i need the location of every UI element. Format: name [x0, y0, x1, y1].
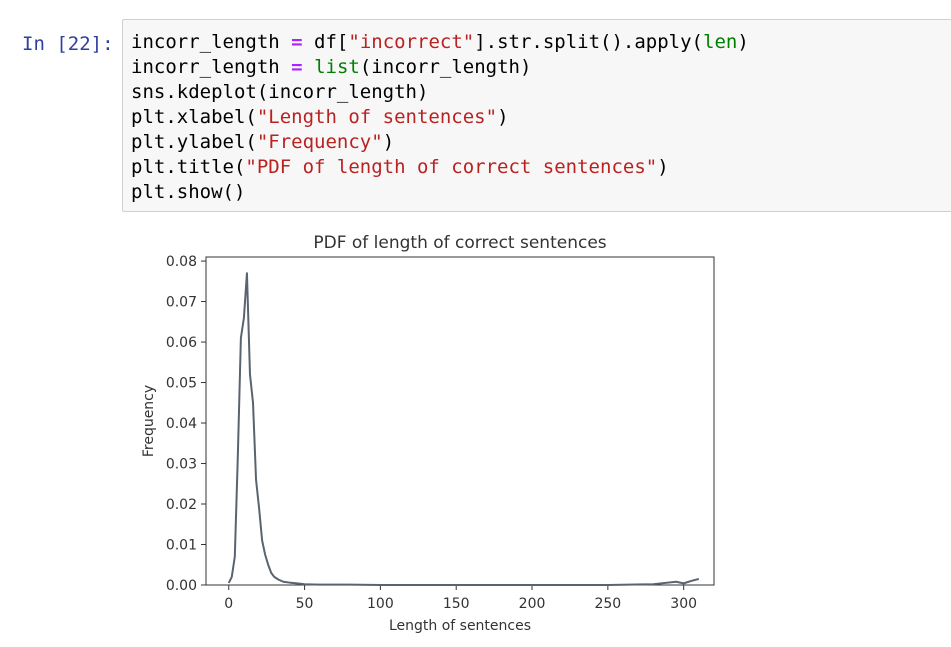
x-tick-label: 200	[519, 596, 546, 612]
y-tick-label: 0.07	[166, 295, 197, 311]
code-token: =	[291, 31, 303, 53]
code-token: ].str.split().apply(	[474, 31, 703, 53]
code-token: sns.kdeplot(incorr_length)	[131, 81, 429, 103]
y-axis: 0.00 0.01 0.02 0.03 0.04 0.05 0.06 0.07 0.08	[166, 254, 206, 594]
x-axis: 0 50 100 150 200 250 300	[224, 585, 697, 612]
code-token: =	[291, 56, 303, 78]
plot-frame	[205, 256, 715, 586]
code-cell-input[interactable]: incorr_length = df["incorrect"].str.spli…	[122, 19, 951, 212]
y-tick-label: 0.04	[166, 416, 197, 432]
y-tick-label: 0.01	[166, 538, 197, 554]
code-line: plt.xlabel("Length of sentences")	[131, 106, 509, 128]
code-token: )	[737, 31, 749, 53]
y-tick-label: 0.08	[166, 254, 197, 270]
code-token: )	[497, 106, 509, 128]
cell-prompt: In [22]:	[22, 33, 114, 55]
code-line: incorr_length = df["incorrect"].str.spli…	[131, 31, 749, 53]
code-token: )	[657, 156, 669, 178]
code-token: "Frequency"	[256, 131, 383, 153]
code-token: incorr_length	[131, 56, 292, 78]
code-token: "PDF of length of correct sentences"	[245, 156, 658, 178]
code-token: plt.title(	[131, 156, 246, 178]
kde-curve	[227, 272, 700, 586]
code-line: plt.show()	[131, 181, 245, 203]
code-token: plt.show()	[131, 181, 246, 203]
y-tick-label: 0.02	[166, 497, 197, 513]
x-tick-label: 50	[296, 596, 314, 612]
kde-chart: PDF of length of correct sentences 0 50 10…	[141, 233, 715, 634]
code-token: "Length of sentences"	[256, 106, 498, 128]
y-tick-label: 0.03	[166, 457, 197, 473]
y-tick-label: 0.05	[166, 376, 197, 392]
code-token: df[	[302, 31, 349, 53]
y-tick-label: 0.06	[166, 335, 197, 351]
y-axis-label: Frequency	[141, 385, 157, 457]
x-tick-label: 250	[594, 596, 621, 612]
x-tick-label: 100	[367, 596, 394, 612]
cell-output: PDF of length of correct sentences 0 50 10…	[122, 222, 951, 643]
code-token: (incorr_length)	[359, 56, 532, 78]
code-token: plt.xlabel(	[131, 106, 257, 128]
code-line: sns.kdeplot(incorr_length)	[131, 81, 428, 103]
x-axis-label: Length of sentences	[389, 618, 531, 634]
code-token: list	[314, 56, 360, 78]
code-line: incorr_length = list(incorr_length)	[131, 56, 531, 78]
y-tick-label: 0.00	[166, 578, 197, 594]
chart-title: PDF of length of correct sentences	[313, 233, 606, 253]
code-line: plt.title("PDF of length of correct sent…	[131, 156, 669, 178]
code-token: plt.ylabel(	[131, 131, 257, 153]
code-token: "incorrect"	[348, 31, 475, 53]
code-token: len	[703, 31, 738, 53]
code-token: )	[382, 131, 395, 153]
x-tick-label: 150	[443, 596, 470, 612]
code-token	[303, 56, 314, 78]
code-editor[interactable]: incorr_length = df["incorrect"].str.spli…	[131, 30, 749, 205]
code-line: plt.ylabel("Frequency")	[131, 131, 394, 153]
x-tick-label: 300	[670, 596, 697, 612]
x-tick-label: 0	[224, 596, 233, 612]
code-token: incorr_length	[131, 31, 292, 53]
